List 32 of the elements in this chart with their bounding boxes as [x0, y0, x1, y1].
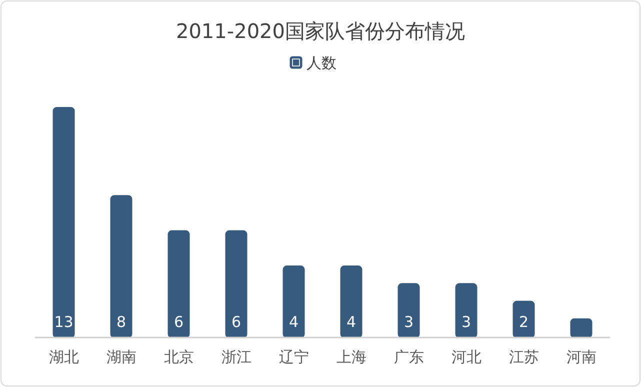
- data-label: 4: [346, 313, 356, 331]
- data-label: 13: [54, 313, 74, 331]
- data-label: 6: [174, 313, 184, 331]
- data-label: 6: [231, 313, 242, 331]
- data-label: 3: [404, 313, 414, 331]
- x-tick-label: 河南: [566, 348, 596, 366]
- data-label: 3: [461, 313, 472, 331]
- data-label: 2: [518, 313, 529, 331]
- x-tick-label: 湖北: [48, 348, 79, 366]
- data-label: 4: [288, 313, 299, 331]
- bar: [340, 266, 362, 338]
- x-tick-label: 江苏: [508, 348, 539, 366]
- bar: [455, 283, 478, 338]
- x-tick-label: 辽宁: [278, 348, 309, 366]
- data-label: 8: [116, 313, 126, 331]
- bar: [110, 195, 132, 338]
- x-tick-label: 浙江: [221, 348, 252, 366]
- bar: [570, 318, 592, 338]
- x-tick-label: 河北: [451, 348, 482, 366]
- x-tick-label: 广东: [394, 348, 424, 366]
- legend-label: 人数: [306, 54, 336, 72]
- x-tick-label: 北京: [164, 348, 194, 366]
- bar: [168, 230, 190, 338]
- bar: [282, 266, 305, 338]
- chart-title: 2011-2020国家队省份分布情况: [176, 19, 466, 43]
- bar: [398, 283, 420, 338]
- legend: 人数: [290, 54, 336, 72]
- bar: [225, 230, 248, 338]
- x-tick-label: 湖南: [106, 348, 136, 366]
- x-tick-label: 上海: [336, 348, 366, 366]
- bar: [52, 107, 75, 338]
- bar: [512, 300, 535, 338]
